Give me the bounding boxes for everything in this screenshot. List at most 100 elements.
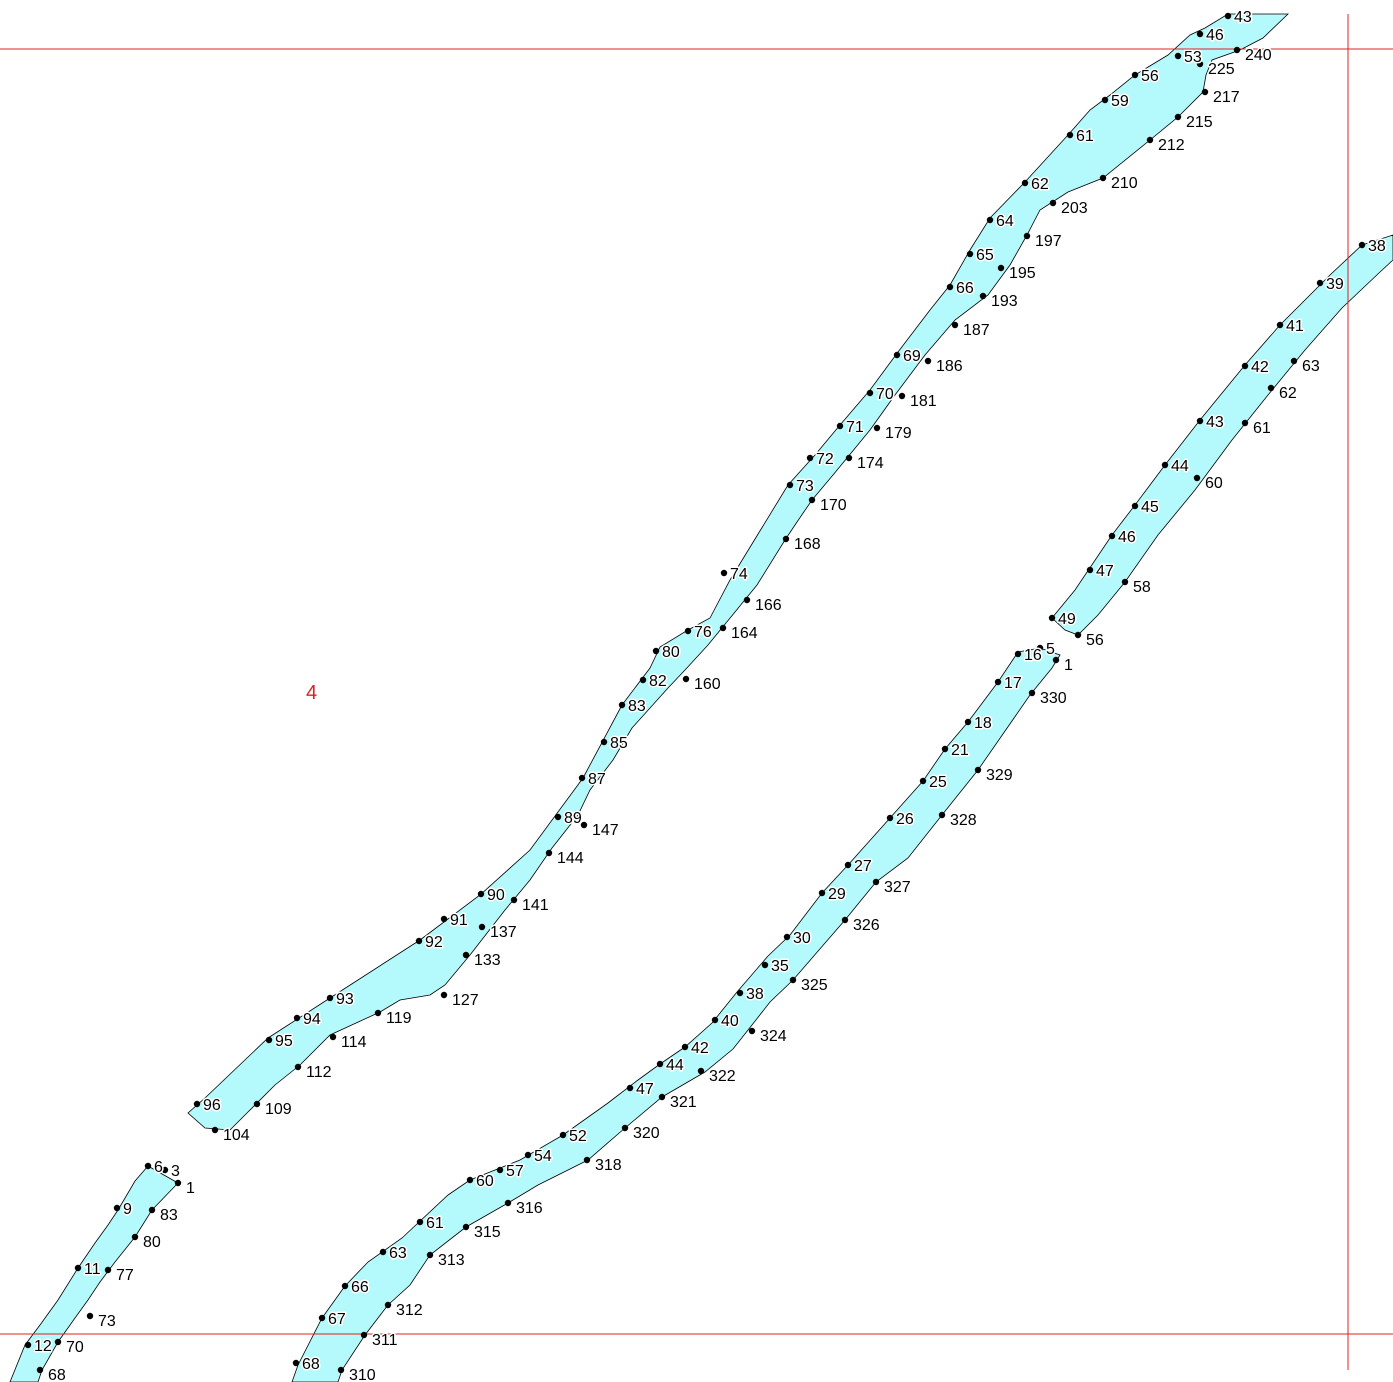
band-a (187, 13, 1289, 1131)
vertex-label: 112 (306, 1064, 332, 1081)
vertex-point (1267, 384, 1275, 392)
vertex-point (1146, 136, 1154, 144)
vertex-label: 74 (730, 566, 748, 583)
vertex-label: 65 (976, 247, 994, 264)
vertex-label: 174 (857, 455, 884, 472)
vertex-point (873, 424, 881, 432)
vertex-point (639, 676, 647, 684)
vertex-point (510, 896, 518, 904)
vertex-point (415, 937, 423, 945)
vertex-point (74, 1264, 82, 1272)
vertex-label: 83 (160, 1207, 178, 1224)
vertex-point (1014, 650, 1022, 658)
vertex-label: 59 (1111, 93, 1129, 110)
vertex-label: 38 (746, 986, 764, 1003)
vertex-point (1121, 578, 1129, 586)
vertex-point (416, 1218, 424, 1226)
vertex-label: 57 (506, 1163, 524, 1180)
vertex-point (941, 745, 949, 753)
vertex-label: 225 (1208, 61, 1235, 78)
vertex-label: 71 (846, 419, 864, 436)
vertex-point (736, 989, 744, 997)
vertex-label: 73 (98, 1313, 116, 1330)
vertex-point (265, 1036, 273, 1044)
vertex-label: 127 (452, 992, 479, 1009)
vertex-label: 80 (143, 1234, 161, 1251)
vertex-point (986, 216, 994, 224)
vertex-label: 35 (771, 958, 789, 975)
vertex-point (1290, 357, 1298, 365)
vertex-label: 43 (1234, 9, 1252, 26)
vertex-point (951, 321, 959, 329)
vertex-label: 46 (1206, 27, 1224, 44)
vertex-point (478, 923, 486, 931)
vertex-point (337, 1366, 345, 1374)
vertex-point (1048, 614, 1056, 622)
vertex-point (782, 535, 790, 543)
vertex-point (748, 1027, 756, 1035)
vertex-label: 203 (1061, 200, 1088, 217)
vertex-point (384, 1301, 392, 1309)
vertex-label: 45 (1141, 499, 1159, 516)
vertex-label: 89 (564, 810, 582, 827)
vertex-point (131, 1233, 139, 1241)
vertex-label: 1 (186, 1180, 195, 1197)
vertex-label: 93 (336, 991, 354, 1008)
vertex-label: 11 (84, 1261, 101, 1278)
vertex-point (1233, 46, 1241, 54)
vertex-label: 41 (1286, 318, 1304, 335)
vertex-label: 327 (884, 879, 911, 896)
vertex-label: 147 (592, 822, 619, 839)
vertex-label: 60 (476, 1173, 494, 1190)
vertex-label: 210 (1111, 175, 1138, 192)
vertex-point (104, 1266, 112, 1274)
vertex-point (1358, 241, 1366, 249)
vertex-point (786, 481, 794, 489)
vertex-point (1174, 52, 1182, 60)
vertex-point (818, 889, 826, 897)
vertex-label: 18 (974, 715, 992, 732)
vertex-point (193, 1100, 201, 1108)
vertex-point (174, 1179, 182, 1187)
label-layer: 4346535659616264656669707172737476808283… (33, 8, 1388, 1382)
vertex-point (1316, 279, 1324, 287)
vertex-point (621, 1124, 629, 1132)
vertex-point (1131, 502, 1139, 510)
vertex-point (994, 678, 1002, 686)
vertex-label: 68 (302, 1356, 320, 1373)
vertex-label: 133 (474, 952, 501, 969)
vertex-point (656, 1060, 664, 1068)
vertex-label: 60 (1205, 475, 1223, 492)
vertex-point (682, 675, 690, 683)
vertex-label: 66 (956, 280, 974, 297)
vertex-label: 47 (1096, 563, 1114, 580)
vertex-label: 46 (1118, 529, 1136, 546)
vertex-point (374, 1009, 382, 1017)
vertex-point (426, 1251, 434, 1259)
vertex-point (1201, 88, 1209, 96)
vertex-label: 30 (793, 930, 811, 947)
vertex-label: 63 (389, 1245, 407, 1262)
vertex-label: 53 (1184, 49, 1202, 66)
vertex-point (761, 961, 769, 969)
vertex-label: 17 (1004, 675, 1022, 692)
vertex-label: 195 (1009, 265, 1036, 282)
vertex-label: 114 (341, 1034, 367, 1051)
vertex-point (966, 250, 974, 258)
vertex-point (144, 1162, 152, 1170)
vertex-label: 330 (1040, 690, 1067, 707)
vertex-label: 310 (349, 1367, 376, 1382)
vertex-label: 240 (1245, 47, 1272, 64)
vertex-point (496, 1166, 504, 1174)
vertex-point (1028, 689, 1036, 697)
vertex-label: 325 (801, 977, 828, 994)
vertex-point (466, 1176, 474, 1184)
vertex-point (997, 264, 1005, 272)
vertex-point (293, 1014, 301, 1022)
vertex-label: 324 (760, 1028, 787, 1045)
vertex-point (652, 647, 660, 655)
vertex-point (938, 811, 946, 819)
vertex-label: 318 (595, 1157, 622, 1174)
vertex-label: 63 (1302, 358, 1320, 375)
